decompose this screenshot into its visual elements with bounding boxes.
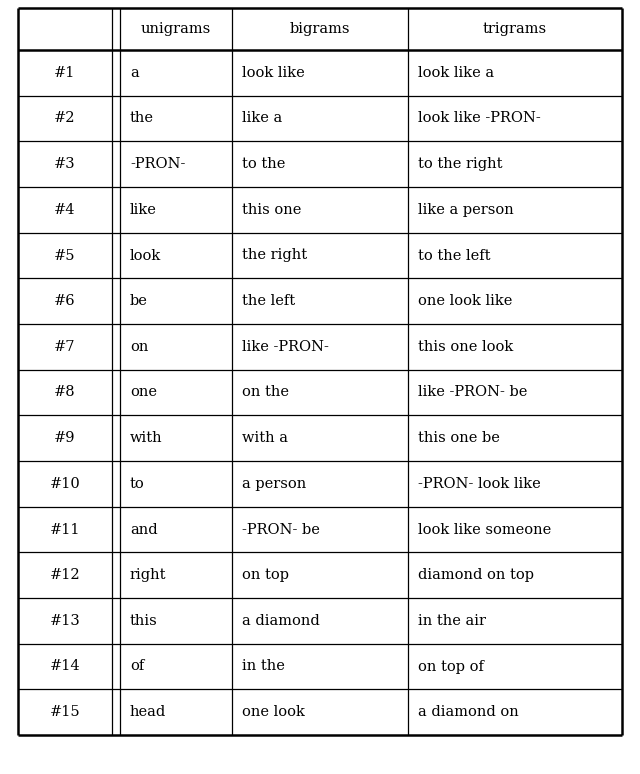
Text: -PRON- look like: -PRON- look like — [418, 477, 541, 491]
Text: #1: #1 — [54, 66, 76, 80]
Text: this one: this one — [242, 203, 301, 217]
Text: like a: like a — [242, 111, 282, 125]
Text: look: look — [130, 248, 161, 262]
Text: look like a: look like a — [418, 66, 494, 80]
Text: to the left: to the left — [418, 248, 490, 262]
Text: -PRON-: -PRON- — [130, 157, 186, 171]
Text: with a: with a — [242, 431, 288, 445]
Text: like: like — [130, 203, 157, 217]
Text: look like: look like — [242, 66, 305, 80]
Text: this: this — [130, 614, 157, 628]
Text: #6: #6 — [54, 294, 76, 308]
Text: on top: on top — [242, 568, 289, 582]
Text: diamond on top: diamond on top — [418, 568, 534, 582]
Text: of: of — [130, 659, 144, 673]
Text: a: a — [130, 66, 139, 80]
Text: right: right — [130, 568, 166, 582]
Text: look like -PRON-: look like -PRON- — [418, 111, 541, 125]
Text: a diamond on: a diamond on — [418, 705, 519, 719]
Text: and: and — [130, 522, 157, 536]
Text: #2: #2 — [54, 111, 76, 125]
Text: the right: the right — [242, 248, 307, 262]
Text: to the: to the — [242, 157, 285, 171]
Text: with: with — [130, 431, 163, 445]
Text: the: the — [130, 111, 154, 125]
Text: one look: one look — [242, 705, 305, 719]
Text: this one be: this one be — [418, 431, 500, 445]
Text: #11: #11 — [50, 522, 80, 536]
Text: to the right: to the right — [418, 157, 502, 171]
Text: one look like: one look like — [418, 294, 513, 308]
Text: the left: the left — [242, 294, 295, 308]
Text: a person: a person — [242, 477, 307, 491]
Text: on the: on the — [242, 385, 289, 399]
Text: in the air: in the air — [418, 614, 486, 628]
Text: in the: in the — [242, 659, 285, 673]
Text: be: be — [130, 294, 148, 308]
Text: head: head — [130, 705, 166, 719]
Text: #8: #8 — [54, 385, 76, 399]
Text: look like someone: look like someone — [418, 522, 551, 536]
Text: this one look: this one look — [418, 340, 513, 354]
Text: #10: #10 — [50, 477, 81, 491]
Text: bigrams: bigrams — [290, 22, 350, 36]
Text: unigrams: unigrams — [141, 22, 211, 36]
Text: #9: #9 — [54, 431, 76, 445]
Text: one: one — [130, 385, 157, 399]
Text: like a person: like a person — [418, 203, 514, 217]
Text: #13: #13 — [50, 614, 81, 628]
Text: on: on — [130, 340, 148, 354]
Text: #12: #12 — [50, 568, 80, 582]
Text: a diamond: a diamond — [242, 614, 320, 628]
Text: like -PRON-: like -PRON- — [242, 340, 329, 354]
Text: #5: #5 — [54, 248, 76, 262]
Text: to: to — [130, 477, 145, 491]
Text: #15: #15 — [50, 705, 80, 719]
Text: #7: #7 — [54, 340, 76, 354]
Text: on top of: on top of — [418, 659, 484, 673]
Text: #14: #14 — [50, 659, 80, 673]
Text: trigrams: trigrams — [483, 22, 547, 36]
Text: like -PRON- be: like -PRON- be — [418, 385, 527, 399]
Text: #3: #3 — [54, 157, 76, 171]
Text: #4: #4 — [54, 203, 76, 217]
Text: -PRON- be: -PRON- be — [242, 522, 320, 536]
